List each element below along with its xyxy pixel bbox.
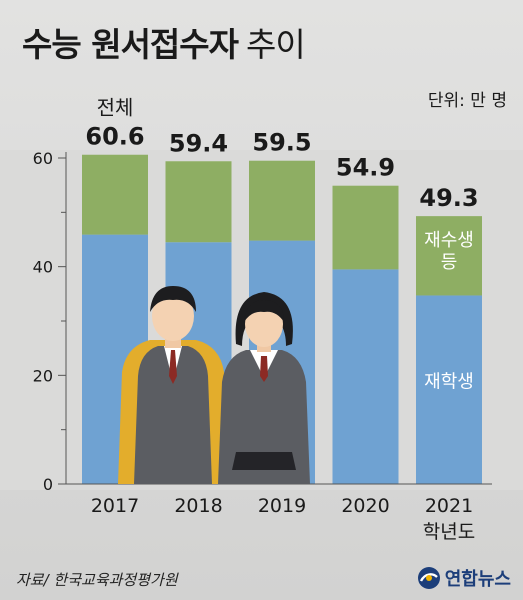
girl-bangs bbox=[244, 300, 284, 322]
y-tick-label: 40 bbox=[33, 258, 53, 277]
girl-skirt bbox=[232, 452, 296, 470]
bar-segment-repeaters bbox=[332, 185, 399, 270]
girl-blazer bbox=[218, 350, 310, 484]
publisher-emblem-icon bbox=[417, 567, 440, 589]
publisher-name: 연합뉴스 bbox=[444, 569, 511, 590]
x-tick-label: 2018 bbox=[174, 495, 222, 517]
total-value-label: 60.6 bbox=[85, 123, 144, 151]
boy-hair bbox=[150, 286, 196, 312]
title-sub: 추이 bbox=[246, 25, 306, 64]
students-illustration bbox=[118, 286, 310, 484]
girl-tie bbox=[260, 356, 268, 382]
source-note: 자료/ 한국교육과정평가원 bbox=[16, 571, 178, 589]
x-axis-suffix: 학년도 bbox=[423, 521, 475, 543]
x-tick-label: 2019 bbox=[258, 495, 306, 517]
total-caption-label: 전체 bbox=[97, 96, 134, 120]
bar-segment-repeaters bbox=[416, 216, 482, 296]
y-tick-label: 20 bbox=[33, 366, 53, 385]
total-value-label: 54.9 bbox=[336, 154, 395, 182]
series-label-repeaters: 등 bbox=[441, 252, 458, 273]
series-label-enrolled: 재학생 bbox=[424, 371, 474, 392]
boy-tie bbox=[169, 350, 177, 384]
total-value-label: 49.3 bbox=[419, 184, 478, 212]
x-tick-label: 2020 bbox=[341, 495, 389, 517]
x-tick-label: 2021 bbox=[425, 495, 473, 517]
series-label-repeaters: 재수생 bbox=[424, 230, 474, 251]
title-main: 수능 원서접수자 bbox=[22, 25, 239, 64]
bar-segment-repeaters bbox=[249, 160, 315, 241]
boy-face bbox=[152, 291, 194, 341]
y-tick-label: 0 bbox=[43, 475, 53, 494]
boy-blazer bbox=[134, 346, 212, 484]
unit-label: 단위: 만 명 bbox=[427, 91, 507, 111]
bar-segment-repeaters bbox=[165, 161, 232, 243]
total-value-label: 59.4 bbox=[169, 129, 228, 157]
total-value-label: 59.5 bbox=[252, 129, 311, 157]
bar-segment-enrolled bbox=[416, 295, 482, 484]
bar-segment-repeaters bbox=[82, 154, 148, 235]
chart-title: 수능 원서접수자 추이 bbox=[22, 18, 306, 66]
bar-segment-enrolled bbox=[332, 269, 399, 484]
y-tick-label: 60 bbox=[33, 149, 53, 168]
x-tick-label: 2017 bbox=[91, 495, 139, 517]
publisher-logo: 연합뉴스 bbox=[417, 565, 511, 591]
